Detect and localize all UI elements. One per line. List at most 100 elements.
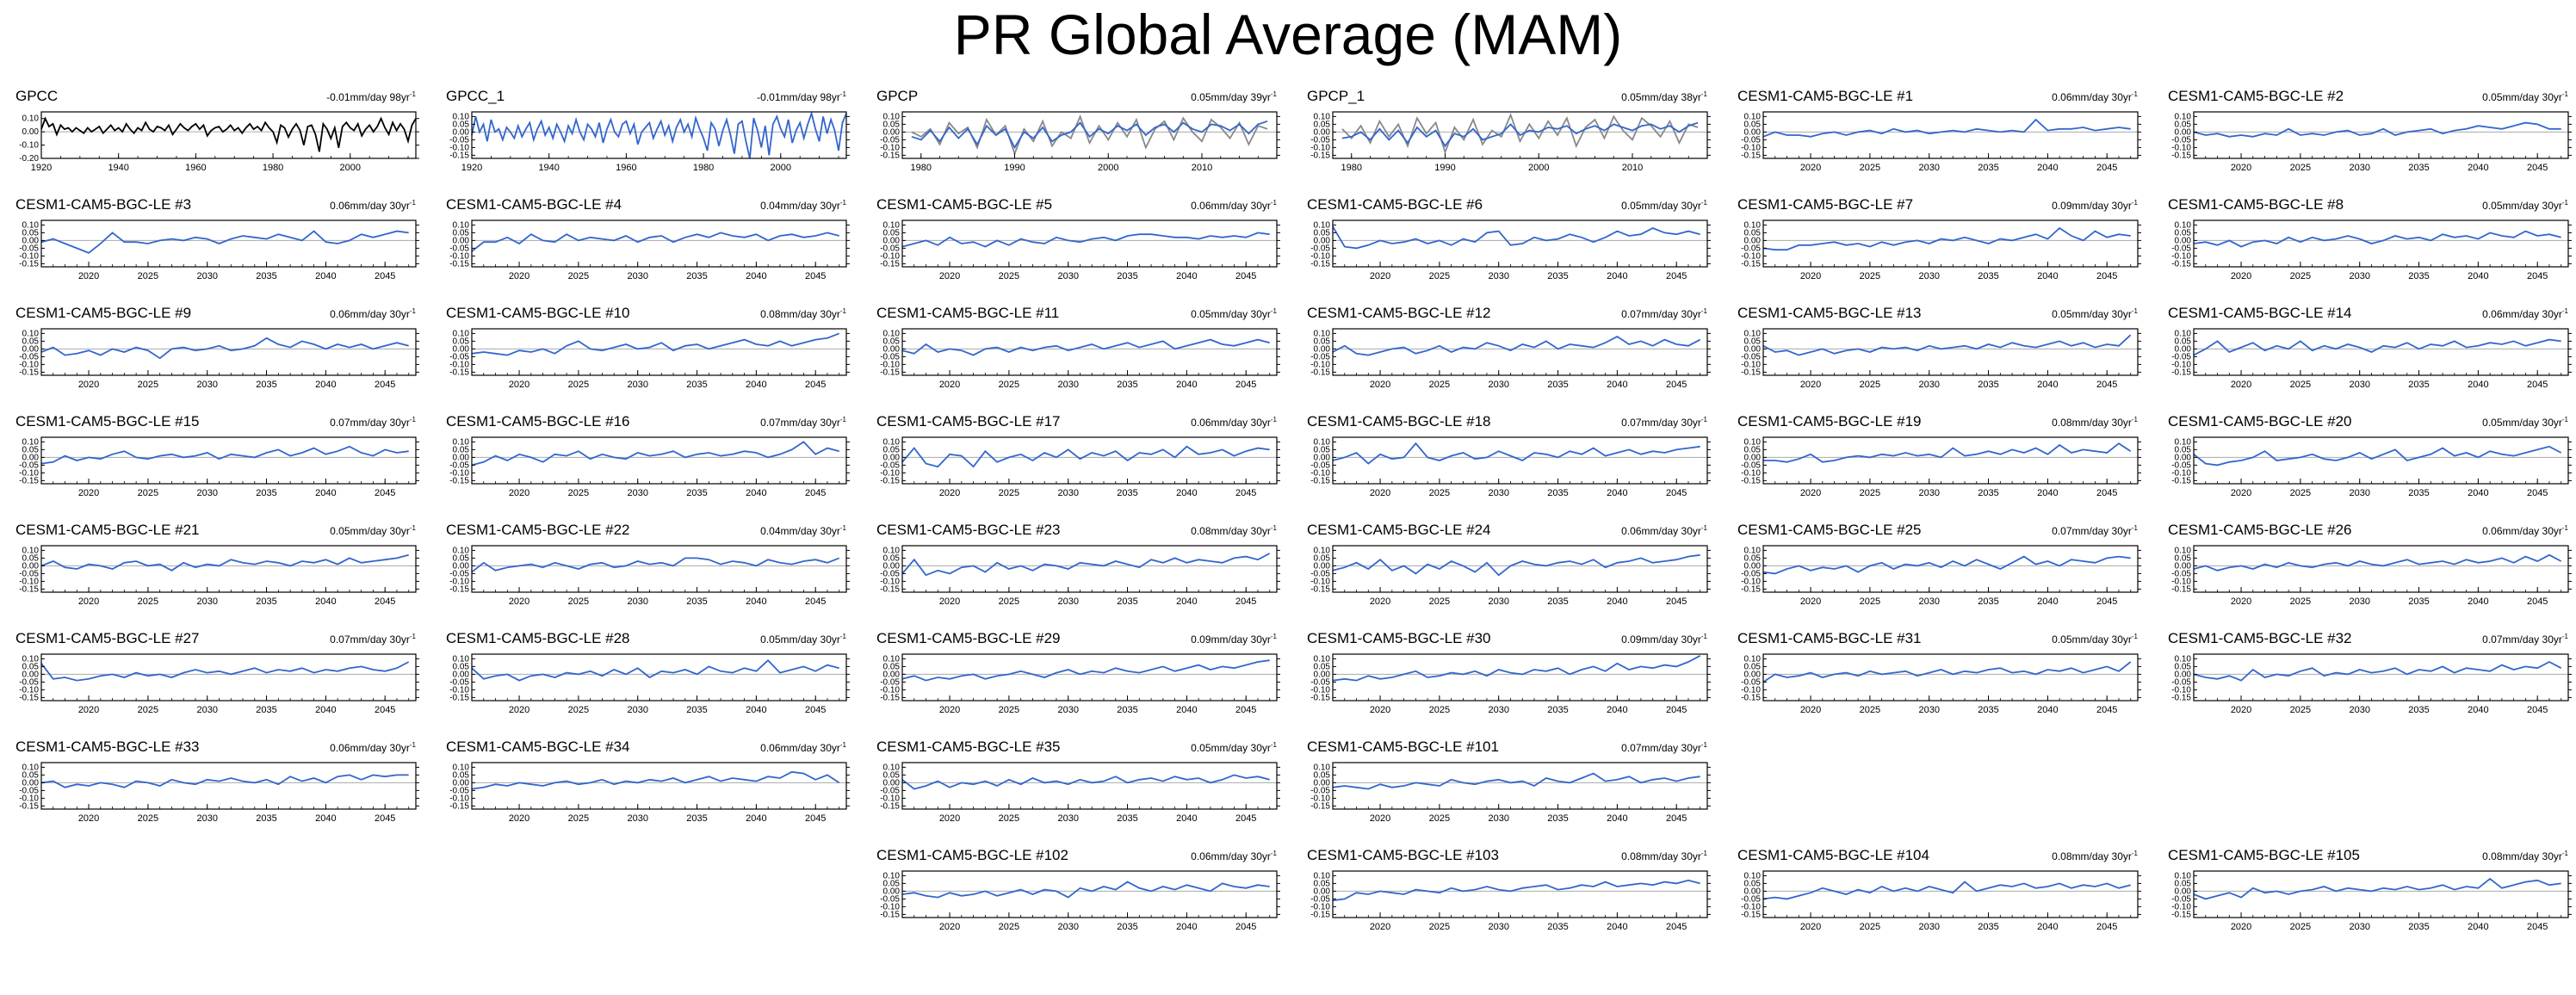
x-tick-label: 2040: [315, 813, 336, 824]
plot-frame: [2193, 436, 2569, 485]
x-tick-label: 2030: [627, 488, 647, 498]
x-tick-label: 2030: [2349, 922, 2369, 932]
series-line: [471, 332, 840, 356]
plot-area: -0.15-0.10-0.050.000.050.10 2020 2025 2030 2…: [2171, 436, 2572, 498]
y-tick-label: 0.05: [2175, 120, 2192, 129]
plot-group: -0.15-0.10-0.050.000.050.10 2020 2025 2030 2…: [449, 219, 850, 281]
x-tick-label: 2030: [627, 380, 647, 390]
x-tick-label: 2040: [2037, 596, 2058, 607]
plot-frame: [2193, 219, 2569, 268]
y-tick-label: -0.10: [880, 251, 900, 261]
plot-area: -0.15-0.10-0.050.000.050.10 2020 2025 2030 2…: [880, 762, 1280, 824]
panel-title: CESM1-CAM5-BGC-LE #2: [2168, 88, 2344, 104]
y-tick-label: 0.05: [2175, 445, 2192, 454]
y-tick-label: 0.00: [883, 344, 901, 354]
x-tick-label: 2045: [2527, 488, 2548, 498]
trend-value: 0.09mm/day 30yr: [1191, 633, 1271, 646]
y-tick-label: -0.05: [880, 135, 900, 145]
plot-area: -0.15-0.10-0.050.000.050.10 2020 2025 2030 2…: [1310, 870, 1711, 932]
trend-value: 0.05mm/day 30yr: [2482, 200, 2562, 212]
plot-area: -0.15-0.10-0.050.000.050.10 2020 2025 2030 2…: [1741, 653, 2141, 715]
plot-group: -0.15-0.10-0.050.000.050.10 2020 2025 2030 2…: [2171, 653, 2572, 715]
panel-title: CESM1-CAM5-BGC-LE #102: [876, 847, 1068, 863]
trend-value: 0.06mm/day 30yr: [330, 308, 410, 320]
y-tick-label: -0.05: [449, 460, 469, 470]
y-tick-label: -0.05: [1741, 677, 1761, 687]
plot-area: -0.15-0.10-0.050.000.050.10 2020 2025 2030 2…: [1741, 545, 2141, 607]
x-tick-label: 2025: [138, 596, 158, 607]
plot-group: -0.20 -0.10 0.00 0.10 1920 1940 1960 1980 2000: [19, 111, 419, 173]
plot-area: -0.15-0.10-0.050.000.050.10 2020 2025 2030 2…: [19, 762, 419, 824]
x-tick-label: 2025: [1860, 922, 1880, 932]
panel-title: CESM1-CAM5-BGC-LE #21: [15, 522, 200, 538]
y-tick-label: 0.10: [1744, 329, 1762, 338]
series-line: [901, 338, 1270, 356]
plot-group: -0.15-0.10-0.050.000.050.10 2020 2025 2030 2…: [1310, 436, 1711, 498]
plot-frame: [40, 762, 417, 810]
x-tick-label: 1940: [108, 163, 128, 173]
trend-value: 0.05mm/day 30yr: [1191, 742, 1271, 754]
y-tick-label: -0.05: [880, 244, 900, 253]
y-tick-label: -0.10: [449, 143, 469, 152]
x-tick-label: 2040: [1607, 922, 1627, 932]
y-tick-label: -0.10: [880, 794, 900, 803]
x-tick-label: 2020: [78, 380, 99, 390]
y-tick-label: 0.10: [1744, 437, 1762, 447]
plot-frame: [471, 436, 847, 485]
x-tick-label: 2040: [2037, 163, 2058, 173]
plot-group: -0.15-0.10-0.050.000.050.10 2020 2025 2030 2…: [1310, 870, 1711, 932]
trend-value: 0.05mm/day 30yr: [1621, 200, 1701, 212]
x-tick-label: 2040: [315, 380, 336, 390]
y-tick-label: 0.10: [1314, 112, 1331, 121]
x-tick-label: 2020: [1800, 380, 1821, 390]
panel-trend: 0.08mm/day 30yr-1: [2052, 850, 2138, 862]
plot-group: -0.15-0.10-0.050.000.050.10 2020 2025 2030 2…: [1310, 219, 1711, 281]
y-tick-label: -0.10: [19, 794, 39, 803]
x-tick-label: 2030: [2349, 380, 2369, 390]
trend-value: 0.07mm/day 30yr: [1621, 742, 1701, 754]
y-tick-label: -0.15: [1310, 910, 1330, 919]
trend-value: 0.06mm/day 30yr: [760, 742, 840, 754]
y-tick-label: -0.15: [449, 476, 469, 485]
panel-title: CESM1-CAM5-BGC-LE #15: [15, 413, 200, 430]
y-tick-label: -0.05: [1310, 244, 1330, 253]
x-tick-label: 2035: [256, 488, 276, 498]
panel-trend: 0.05mm/day 30yr-1: [760, 633, 846, 646]
x-tick-label: 2030: [627, 705, 647, 715]
y-tick-label: 0.10: [22, 329, 40, 338]
trend-value: 0.07mm/day 30yr: [1621, 308, 1701, 320]
y-tick-label: 0.00: [22, 127, 40, 137]
x-tick-label: 2045: [1666, 705, 1687, 715]
panel-trend: 0.07mm/day 30yr-1: [2482, 633, 2568, 646]
x-tick-label: 2030: [1057, 271, 1078, 281]
x-tick-label: 2045: [375, 596, 395, 607]
y-tick-label: 0.10: [453, 437, 470, 447]
panel-cesm1-cam5-bgc-le-1: CESM1-CAM5-BGC-LE #1 0.06mm/day 30yr-1 -0.…: [1737, 88, 2146, 184]
x-tick-label: 2045: [1666, 813, 1687, 824]
y-tick-label: 0.00: [883, 887, 901, 896]
y-tick-label: 0.00: [1744, 453, 1762, 462]
x-tick-label: 2020: [939, 813, 960, 824]
x-tick-label: 2045: [1666, 488, 1687, 498]
plot-group: -0.15-0.10-0.050.000.050.10 2020 2025 2030 2…: [449, 436, 850, 498]
plot-frame: [40, 653, 417, 701]
plot-group: -0.15-0.10-0.050.000.050.10 1920 1940 1960 1…: [449, 110, 850, 173]
trend-value: 0.06mm/day 30yr: [1191, 417, 1271, 429]
trend-value: 0.06mm/day 30yr: [1191, 200, 1271, 212]
y-tick-label: -0.10: [1741, 143, 1761, 152]
trend-exponent: -1: [2561, 307, 2568, 315]
y-tick-label: 0.05: [883, 337, 901, 346]
y-tick-label: 0.00: [1744, 561, 1762, 571]
panel-cesm1-cam5-bgc-le-8: CESM1-CAM5-BGC-LE #8 0.05mm/day 30yr-1 -0.…: [2168, 196, 2576, 293]
y-tick-label: -0.05: [1310, 135, 1330, 145]
y-tick-label: 0.05: [453, 228, 470, 238]
x-tick-label: 2020: [1800, 596, 1821, 607]
y-tick-label: 0.10: [1314, 546, 1331, 555]
x-tick-label: 2020: [1370, 596, 1390, 607]
panel-title: CESM1-CAM5-BGC-LE #22: [446, 522, 630, 538]
trend-value: 0.05mm/day 39yr: [1191, 91, 1271, 103]
x-tick-label: 2045: [2096, 922, 2117, 932]
x-tick-label: 2030: [1918, 488, 1939, 498]
y-tick-label: -0.05: [19, 460, 39, 470]
panel-cesm1-cam5-bgc-le-28: CESM1-CAM5-BGC-LE #28 0.05mm/day 30yr-1 -0…: [446, 630, 855, 726]
